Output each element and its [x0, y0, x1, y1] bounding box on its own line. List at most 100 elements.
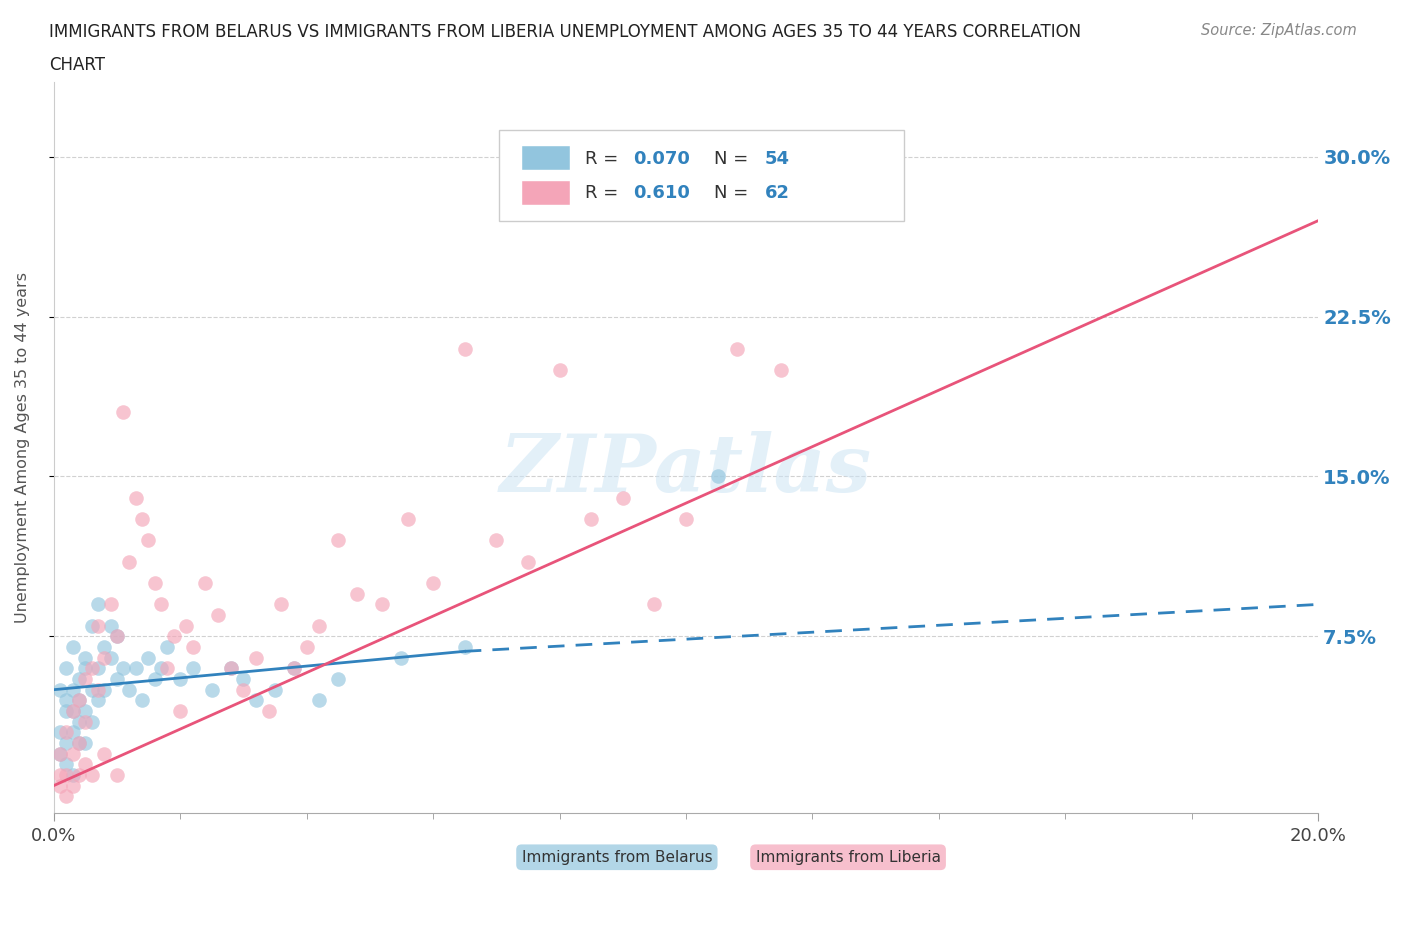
Point	[62, 704, 84, 719]
Point	[80, 661, 103, 676]
Point	[87, 618, 110, 633]
Y-axis label: Unemployment Among Ages 35 to 44 years: Unemployment Among Ages 35 to 44 years	[15, 272, 30, 623]
Point	[675, 512, 697, 526]
Point	[422, 576, 444, 591]
Point	[706, 469, 728, 484]
Bar	[522, 180, 569, 205]
Point	[169, 704, 191, 719]
Point	[194, 576, 217, 591]
Point	[612, 490, 634, 505]
Point	[118, 554, 141, 569]
Point	[328, 671, 350, 686]
Point	[67, 693, 90, 708]
Point	[62, 640, 84, 655]
Point	[169, 671, 191, 686]
Point	[143, 671, 166, 686]
Point	[67, 767, 90, 782]
Point	[62, 724, 84, 739]
Text: 0.070: 0.070	[633, 150, 690, 167]
Point	[201, 683, 224, 698]
Point	[138, 533, 160, 548]
FancyBboxPatch shape	[499, 129, 904, 221]
Point	[150, 661, 173, 676]
Text: 0.610: 0.610	[633, 184, 690, 202]
Point	[150, 597, 173, 612]
Point	[49, 746, 72, 761]
Point	[453, 341, 475, 356]
Point	[55, 767, 77, 782]
Point	[87, 693, 110, 708]
Point	[55, 736, 77, 751]
Point	[257, 704, 280, 719]
Point	[176, 618, 198, 633]
Text: N =: N =	[714, 150, 754, 167]
Point	[55, 704, 77, 719]
Text: Immigrants from Belarus: Immigrants from Belarus	[522, 850, 713, 865]
Point	[138, 650, 160, 665]
Point	[75, 661, 97, 676]
Point	[156, 661, 179, 676]
Point	[264, 683, 287, 698]
Point	[125, 661, 148, 676]
Point	[80, 618, 103, 633]
Text: 62: 62	[765, 184, 789, 202]
Point	[49, 724, 72, 739]
Point	[49, 778, 72, 793]
Point	[156, 640, 179, 655]
Text: R =: R =	[585, 184, 624, 202]
Point	[80, 714, 103, 729]
Point	[112, 661, 135, 676]
Text: IMMIGRANTS FROM BELARUS VS IMMIGRANTS FROM LIBERIA UNEMPLOYMENT AMONG AGES 35 TO: IMMIGRANTS FROM BELARUS VS IMMIGRANTS FR…	[49, 23, 1081, 41]
Point	[49, 683, 72, 698]
Point	[62, 767, 84, 782]
Point	[131, 512, 153, 526]
Point	[308, 618, 330, 633]
Point	[219, 661, 242, 676]
Point	[118, 683, 141, 698]
Point	[75, 671, 97, 686]
Point	[548, 363, 571, 378]
Point	[725, 341, 748, 356]
Point	[67, 671, 90, 686]
Point	[371, 597, 394, 612]
Point	[100, 618, 122, 633]
Point	[105, 767, 128, 782]
Point	[87, 597, 110, 612]
Point	[62, 746, 84, 761]
Point	[49, 767, 72, 782]
Point	[93, 640, 115, 655]
Point	[55, 757, 77, 772]
Point	[295, 640, 318, 655]
Point	[516, 554, 538, 569]
Point	[232, 671, 254, 686]
Point	[125, 490, 148, 505]
Point	[55, 693, 77, 708]
Point	[453, 640, 475, 655]
Point	[396, 512, 419, 526]
Text: N =: N =	[714, 184, 754, 202]
Point	[283, 661, 305, 676]
Text: ZIPatlas: ZIPatlas	[501, 431, 872, 509]
Point	[55, 661, 77, 676]
Point	[93, 683, 115, 698]
Text: Source: ZipAtlas.com: Source: ZipAtlas.com	[1201, 23, 1357, 38]
Point	[55, 724, 77, 739]
Point	[105, 671, 128, 686]
Point	[67, 736, 90, 751]
Point	[67, 693, 90, 708]
Point	[245, 693, 267, 708]
Point	[100, 597, 122, 612]
Point	[643, 597, 665, 612]
Point	[219, 661, 242, 676]
Point	[80, 767, 103, 782]
Point	[105, 629, 128, 644]
Bar	[522, 146, 569, 170]
Point	[75, 714, 97, 729]
Point	[308, 693, 330, 708]
Point	[485, 533, 508, 548]
Point	[75, 704, 97, 719]
Point	[62, 704, 84, 719]
Point	[131, 693, 153, 708]
Point	[328, 533, 350, 548]
Point	[207, 607, 229, 622]
